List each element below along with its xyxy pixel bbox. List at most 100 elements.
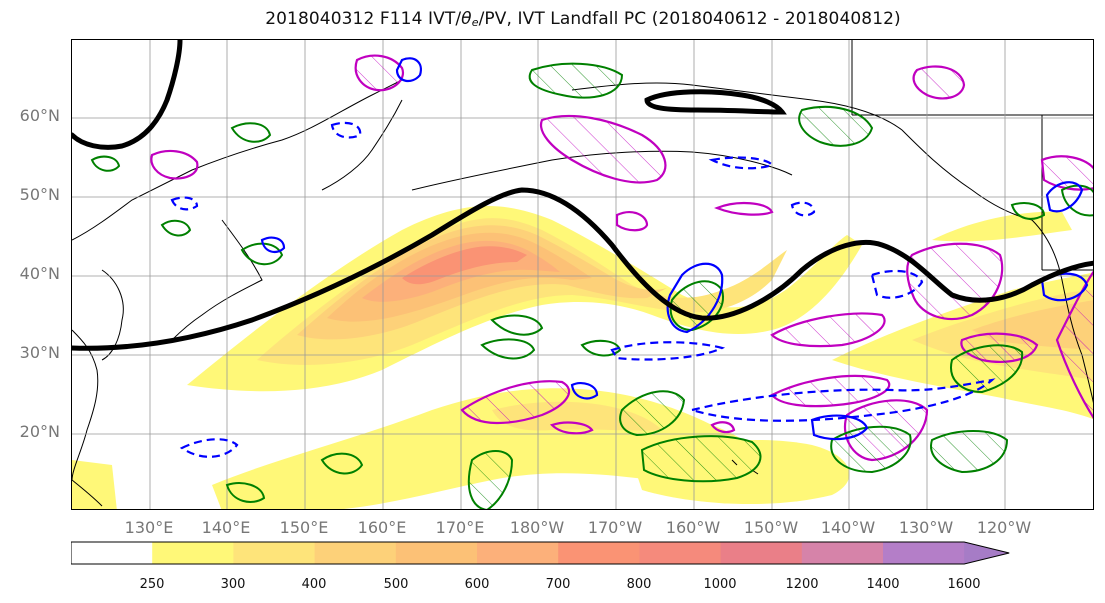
colorbar-segment: [883, 542, 965, 564]
pv-neg-dashed-2: [870, 269, 924, 299]
colorbar-segment: [314, 542, 397, 564]
lon-label-170e: 170°E: [435, 518, 485, 537]
pc-contour-alaska: [912, 65, 966, 100]
pv-pos-15: [580, 339, 622, 357]
pc-contour-okhotsk: [150, 149, 199, 180]
pc-contour-central: [615, 211, 649, 232]
pv-pos-8: [528, 62, 624, 99]
colorbar-segment: [720, 542, 803, 564]
map-panel: [71, 39, 1094, 510]
colorbar-label-1000: 1000: [703, 577, 737, 592]
lon-label-170w: 170°W: [587, 518, 643, 537]
pc-contour-bering: [354, 54, 405, 92]
colorbar-label-1600: 1600: [947, 577, 981, 592]
colorbar-label-600: 600: [464, 577, 490, 592]
title-suffix: /PV, IVT Landfall PC (2018040612 - 20180…: [478, 9, 901, 29]
ivt-southwest-corner: [72, 460, 117, 509]
lon-label-140w: 140°W: [820, 518, 876, 537]
pv-neg-solid-4: [395, 57, 422, 83]
pv-pos-18: [90, 155, 121, 172]
lon-label-130w: 130°W: [898, 518, 954, 537]
pv-pos-14: [480, 338, 536, 360]
pv-neg-solid-5: [260, 236, 286, 254]
colorbar-segment: [801, 542, 884, 564]
pv-pos-19: [1010, 202, 1046, 220]
pv-neg-dashed-3: [687, 378, 996, 422]
pv-neg-solid-2: [1045, 181, 1084, 213]
colorbar-segments: [71, 542, 1010, 564]
pv-neg-solid-1: [666, 262, 724, 334]
lon-label-150w: 150°W: [743, 518, 799, 537]
pv-negative-contours: [170, 57, 1089, 458]
coast-canada-border: [851, 40, 1093, 271]
pv-pos-7: [467, 450, 514, 509]
colorbar-segment: [639, 542, 722, 564]
pv-pos-20: [1060, 184, 1093, 217]
pc-contour-east-2: [770, 312, 886, 348]
ivt-band-700: [402, 246, 527, 285]
colorbar: [71, 541, 1010, 565]
colorbar-segment: [152, 542, 234, 564]
colorbar-segment: [477, 542, 559, 564]
coastlines: [72, 40, 1093, 507]
coast-asia: [72, 79, 403, 241]
pc-contour-coast-2: [1055, 270, 1093, 419]
pv-neg-dashed-6: [790, 201, 816, 217]
colorbar-label-700: 700: [545, 577, 571, 592]
colorbar-label-800: 800: [626, 577, 652, 592]
lat-label-60n: 60°N: [19, 106, 60, 125]
coast-alaska: [571, 82, 1033, 221]
pv-pos-13: [490, 314, 544, 336]
coast-kamchatka: [321, 99, 403, 191]
pv-neg-solid-7: [570, 381, 599, 400]
pv-pos-9: [798, 105, 874, 147]
pc-contour-subtropic: [460, 380, 570, 425]
pv-pos-2: [619, 390, 686, 437]
pv-pos-3: [640, 435, 762, 483]
pc-contour-small-2: [710, 421, 736, 434]
pv-pos-16: [320, 452, 364, 475]
colorbar-outline: [71, 541, 1010, 565]
colorbar-label-300: 300: [220, 577, 246, 592]
graticule: [72, 40, 1093, 509]
colorbar-label-500: 500: [383, 577, 409, 592]
theta-e-north-closed: [644, 89, 787, 115]
lon-label-140e: 140°E: [201, 518, 251, 537]
pv-pos-17: [225, 482, 266, 503]
lon-label-150e: 150°E: [279, 518, 329, 537]
pc-contour-150w: [714, 202, 774, 216]
title-subscript: e: [471, 16, 479, 29]
lat-label-30n: 30°N: [19, 343, 60, 362]
title-theta: θ: [461, 9, 472, 29]
lat-label-50n: 50°N: [19, 185, 60, 204]
page-title: 2018040312 F114 IVT/θe/PV, IVT Landfall …: [0, 9, 1105, 29]
pv-pos-6: [930, 430, 1009, 474]
pv-neg-dashed-8: [170, 196, 199, 211]
colorbar-segment: [71, 542, 153, 564]
pv-pos-5: [830, 425, 912, 474]
colorbar-segment: [558, 542, 640, 564]
theta-e-contours: [72, 40, 1093, 351]
colorbar-extend-arrow: [964, 542, 1010, 564]
colorbar-label-1200: 1200: [785, 577, 819, 592]
colorbar-label-1400: 1400: [866, 577, 900, 592]
pv-pos-12: [160, 219, 192, 237]
theta-e-main: [72, 187, 1093, 351]
pv-neg-dashed-7: [330, 121, 362, 139]
pv-positive-contours: [90, 62, 1093, 509]
coast-islands-philippines: [72, 479, 103, 507]
colorbar-label-250: 250: [139, 577, 165, 592]
colorbar-label-400: 400: [301, 577, 327, 592]
pv-pos-10: [230, 122, 272, 143]
pc-contour-east-3: [770, 374, 891, 408]
colorbar-segment: [233, 542, 316, 564]
lat-label-40n: 40°N: [19, 264, 60, 283]
theta-e-northwest: [72, 40, 183, 150]
pv-neg-solid-6: [810, 414, 869, 441]
lon-label-160e: 160°E: [357, 518, 407, 537]
title-prefix: 2018040312 F114 IVT/: [265, 9, 462, 29]
map-canvas: [72, 40, 1093, 509]
lon-label-130e: 130°E: [124, 518, 174, 537]
ivt-northeast-band: [932, 211, 1072, 242]
coast-china: [72, 329, 99, 481]
